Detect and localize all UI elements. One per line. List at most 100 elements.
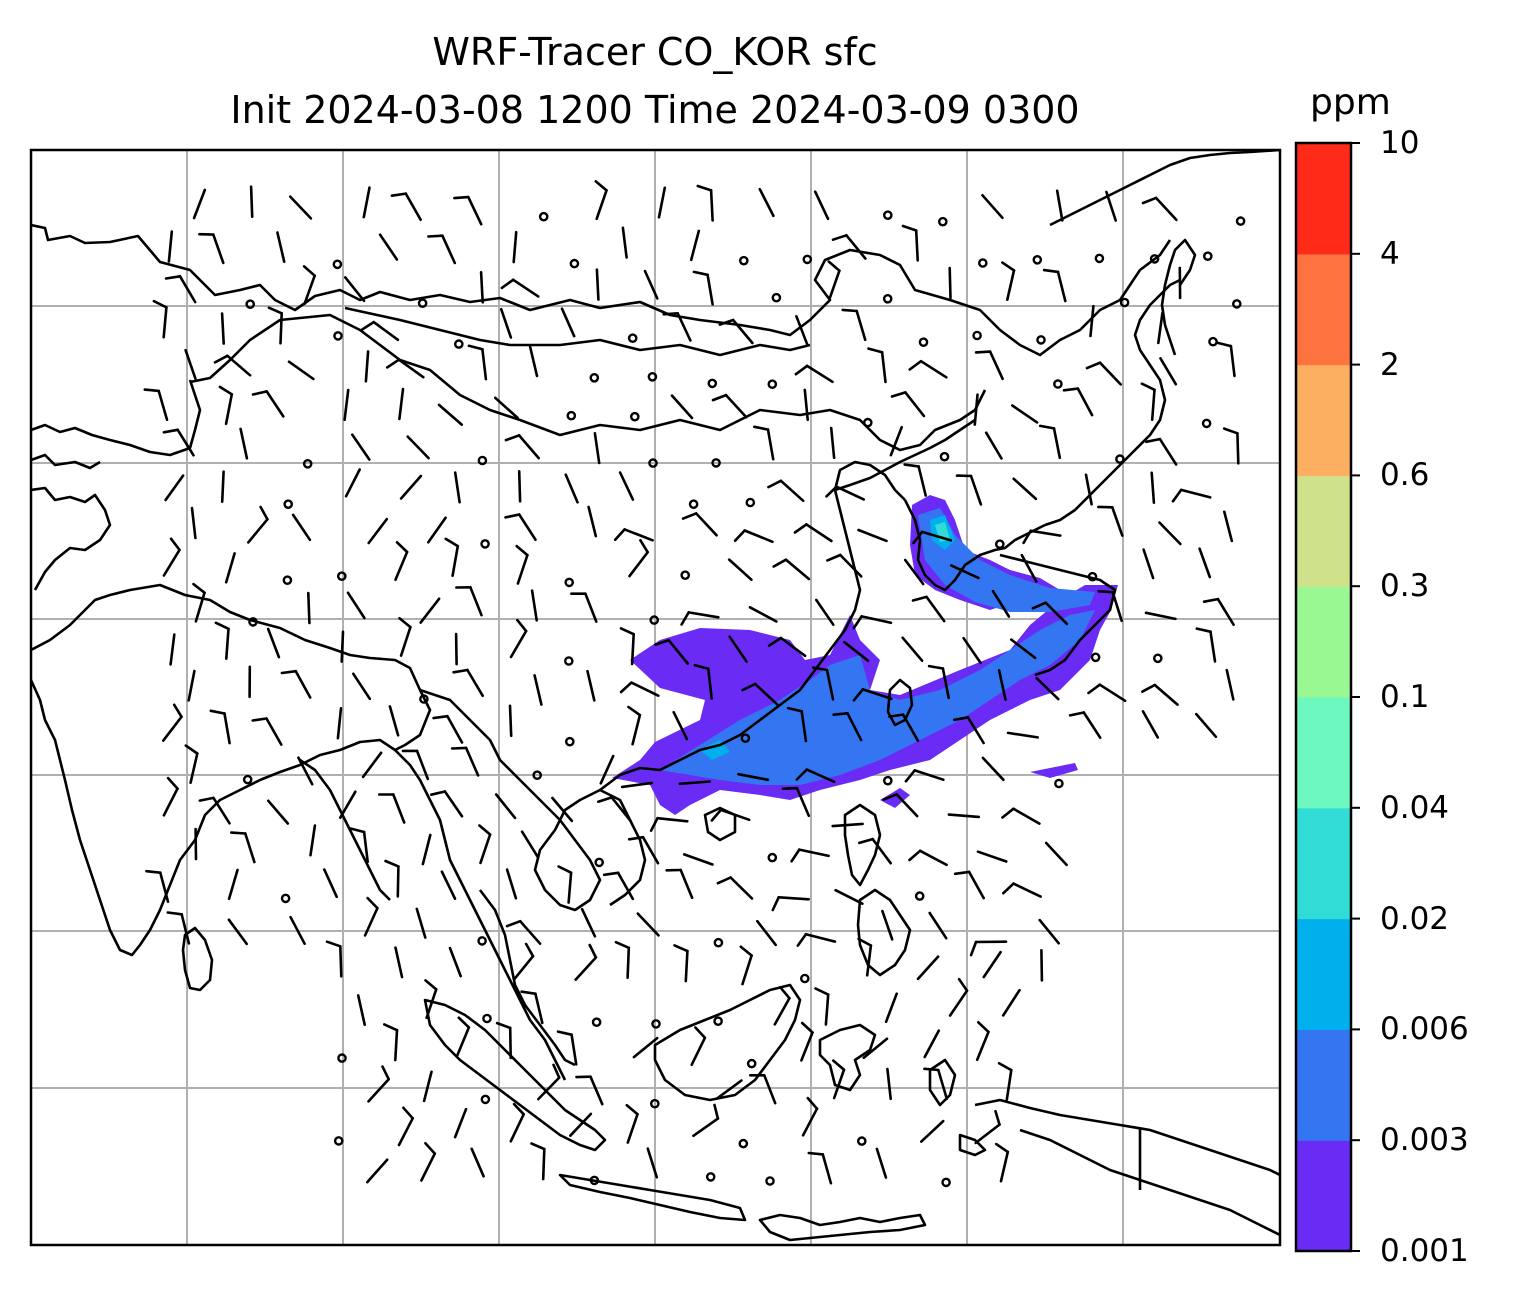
wind-barb	[1001, 882, 1042, 898]
wind-barb	[192, 582, 206, 623]
colorbar-segment	[1296, 364, 1351, 476]
colorbar-segment	[1296, 143, 1351, 255]
wind-barb	[346, 591, 366, 620]
wind-barb	[429, 790, 464, 818]
wind-barb	[1087, 683, 1127, 703]
calm-wind-marker	[651, 1019, 661, 1029]
wind-barb	[1158, 521, 1182, 546]
coast-srilanka	[181, 926, 214, 992]
wind-barb	[825, 485, 866, 501]
wind-barb	[220, 470, 225, 504]
wind-barb	[398, 616, 412, 657]
wind-barb	[919, 1119, 945, 1143]
wind-barb	[162, 776, 179, 817]
wind-barb	[325, 940, 343, 978]
wind-barb	[568, 1112, 593, 1137]
wind-barb	[692, 1103, 720, 1138]
wind-barb	[672, 710, 689, 741]
wind-barb	[309, 824, 317, 857]
wind-barb	[415, 907, 427, 939]
colorbar-units-label: ppm	[1310, 82, 1391, 123]
calm-wind-marker	[883, 775, 893, 786]
wind-barb	[843, 640, 870, 663]
calm-wind-marker	[1149, 254, 1160, 264]
calm-wind-marker	[1053, 379, 1063, 389]
wind-barb	[1020, 553, 1038, 583]
coast-central-asia	[31, 223, 1172, 357]
wind-barb	[505, 919, 542, 946]
wind-barb	[602, 871, 635, 901]
wind-barb	[1044, 841, 1068, 867]
wind-barb	[450, 746, 480, 777]
wind-barb	[424, 979, 438, 1020]
calm-wind-marker	[740, 733, 751, 744]
calm-wind-marker	[707, 378, 718, 389]
calm-wind-marker	[767, 379, 778, 390]
wind-barb	[596, 796, 632, 823]
wind-barb	[1195, 627, 1217, 663]
calm-wind-marker	[767, 852, 778, 863]
calm-wind-marker	[1115, 454, 1125, 464]
wind-barb	[247, 505, 269, 544]
coast-mongolia-inner	[344, 306, 811, 357]
calm-wind-marker	[337, 1053, 347, 1063]
wind-barb	[801, 1096, 819, 1137]
wind-barb	[360, 320, 400, 342]
wind-barb	[1001, 988, 1021, 1017]
wind-barb	[1141, 683, 1179, 706]
wind-barb	[657, 186, 667, 219]
coast-china-south	[599, 460, 906, 792]
calm-wind-marker	[883, 210, 893, 220]
wind-barb	[432, 714, 464, 744]
coast-kazakh	[31, 379, 202, 457]
wind-barb	[649, 816, 689, 833]
wind-barb	[800, 1021, 814, 1062]
wind-barb	[452, 668, 485, 698]
wind-barb	[739, 945, 753, 986]
wind-barb	[832, 711, 863, 742]
wind-barb	[162, 428, 195, 457]
colorbar-segment	[1296, 253, 1351, 366]
coast-taiwan	[886, 678, 914, 727]
wind-barb	[793, 523, 833, 543]
wind-barb	[881, 909, 894, 941]
wind-barb	[384, 859, 400, 898]
wind-barb	[875, 1147, 888, 1179]
wind-barb	[533, 674, 543, 706]
calm-wind-marker	[995, 539, 1005, 550]
wind-barb	[632, 1036, 659, 1059]
calm-wind-marker	[419, 694, 429, 704]
wind-barb	[1001, 807, 1041, 825]
colorbar-tick-label: 0.04	[1380, 789, 1450, 826]
wind-barb	[1171, 488, 1212, 503]
wind-barb	[198, 796, 231, 825]
wind-barb	[556, 1030, 578, 1066]
colorbar-segment	[1296, 807, 1351, 920]
wind-barb	[162, 703, 183, 742]
calm-wind-marker	[589, 1175, 600, 1186]
colorbar-tick-label: 0.02	[1380, 900, 1450, 937]
wind-barb	[517, 469, 522, 503]
wind-barb	[711, 393, 748, 419]
wind-barb	[336, 706, 343, 740]
wind-barb	[227, 918, 248, 946]
calm-wind-marker	[627, 333, 638, 344]
wind-barb	[479, 270, 485, 304]
calm-wind-marker	[482, 1013, 492, 1024]
wind-barb	[512, 230, 518, 264]
wind-barb	[755, 919, 778, 947]
wind-barb	[288, 195, 313, 220]
colorbar-segment	[1296, 697, 1351, 809]
calm-wind-marker	[1201, 418, 1212, 429]
wind-barb	[1031, 601, 1069, 626]
wind-barb	[1144, 437, 1178, 466]
wind-barb	[560, 307, 576, 338]
wind-barb	[586, 669, 596, 702]
coast-korea	[903, 499, 1046, 592]
calm-wind-marker	[857, 1136, 867, 1146]
wind-barb	[834, 888, 864, 906]
wind-barb	[164, 474, 185, 502]
coast-new-guinea	[974, 1098, 1280, 1177]
wind-barb	[520, 990, 544, 1025]
wind-barb	[862, 1037, 889, 1060]
